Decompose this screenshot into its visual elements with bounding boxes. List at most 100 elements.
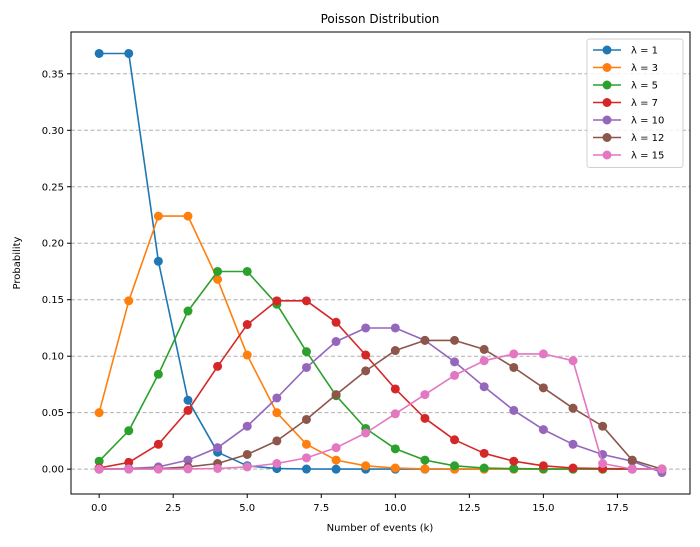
- legend-marker: [602, 80, 612, 90]
- x-tick-label: 10.0: [384, 503, 406, 514]
- data-point: [331, 390, 341, 400]
- data-point: [509, 362, 519, 372]
- data-point: [450, 461, 460, 471]
- y-tick-label: 0.25: [42, 182, 64, 193]
- data-point: [361, 366, 371, 376]
- data-point: [153, 464, 163, 474]
- y-tick-label: 0.15: [42, 295, 64, 306]
- data-point: [124, 48, 134, 58]
- y-axis-label: Probability: [12, 236, 23, 289]
- legend-entry: λ = 5: [593, 80, 658, 92]
- data-point: [361, 428, 371, 438]
- data-point: [361, 323, 371, 333]
- data-point: [183, 455, 193, 465]
- data-point: [361, 350, 371, 360]
- data-point: [479, 356, 489, 366]
- data-point: [242, 462, 252, 472]
- data-point: [420, 455, 430, 465]
- x-tick-label: 2.5: [165, 503, 181, 514]
- legend-marker: [602, 115, 612, 125]
- x-axis-label: Number of events (k): [327, 523, 434, 534]
- data-point: [390, 463, 400, 473]
- legend-box: [586, 38, 684, 168]
- data-point: [390, 323, 400, 333]
- data-point: [124, 296, 134, 306]
- data-point: [94, 456, 104, 466]
- plot-frame: [70, 31, 691, 495]
- legend-label: λ = 12: [631, 133, 664, 144]
- data-point: [627, 464, 637, 474]
- legend-marker: [602, 133, 612, 142]
- data-point: [479, 382, 489, 392]
- legend-label: λ = 3: [631, 63, 658, 74]
- data-point: [568, 439, 578, 449]
- x-tick-label: 0.0: [91, 503, 107, 514]
- y-axis-ticks: 0.00 0.05 0.10 0.15 0.20 0.25 0.30 0.35: [42, 69, 71, 476]
- data-point: [301, 464, 311, 474]
- data-point: [124, 457, 134, 467]
- data-point: [213, 443, 223, 453]
- data-point: [301, 414, 311, 424]
- legend-label: λ = 7: [631, 98, 658, 109]
- data-point: [331, 337, 341, 347]
- data-point: [272, 408, 282, 418]
- data-point: [568, 356, 578, 366]
- y-tick-label: 0.20: [42, 239, 64, 250]
- series-line: [99, 353, 662, 470]
- data-point: [183, 405, 193, 415]
- legend-entry: λ = 15: [593, 150, 664, 162]
- data-point: [213, 463, 223, 473]
- data-point: [390, 384, 400, 394]
- data-point: [94, 408, 104, 418]
- data-point: [301, 347, 311, 357]
- data-point: [390, 346, 400, 356]
- data-point: [183, 464, 193, 474]
- y-tick-label: 0.00: [42, 465, 64, 476]
- data-point: [509, 349, 519, 359]
- data-point: [420, 413, 430, 423]
- data-point: [183, 211, 193, 221]
- data-point: [124, 426, 134, 436]
- legend-label: λ = 5: [631, 81, 658, 92]
- data-point: [361, 461, 371, 471]
- legend-label: λ = 15: [631, 151, 664, 162]
- legend-entry: λ = 12: [593, 133, 664, 144]
- legend-entry: λ = 7: [593, 98, 658, 109]
- data-point: [272, 459, 282, 469]
- data-point: [242, 350, 252, 360]
- data-point: [331, 443, 341, 453]
- series-line: [99, 327, 663, 474]
- data-point: [301, 362, 311, 372]
- chart-title: Poisson Distribution: [321, 12, 440, 26]
- data-point: [538, 425, 548, 435]
- data-point: [420, 390, 430, 400]
- data-point: [479, 463, 489, 473]
- x-tick-label: 5.0: [239, 503, 255, 514]
- series-line: [98, 270, 662, 470]
- data-point: [598, 459, 608, 469]
- x-tick-label: 15.0: [532, 503, 554, 514]
- data-point: [538, 461, 548, 471]
- data-point: [509, 405, 519, 415]
- data-point: [94, 464, 104, 474]
- legend-marker: [602, 150, 612, 160]
- series-6: [94, 349, 667, 474]
- series-line: [99, 339, 663, 470]
- data-point: [272, 436, 282, 446]
- data-point: [509, 464, 519, 474]
- legend-entry: λ = 3: [593, 63, 658, 74]
- data-point: [242, 449, 252, 459]
- data-point: [153, 369, 163, 379]
- data-point: [420, 464, 430, 474]
- series-group: [94, 48, 667, 478]
- legend: λ = 1 λ = 3 λ = 5 λ = 7 λ = 10 λ = 12 λ = 15: [586, 38, 684, 168]
- data-point: [538, 383, 548, 393]
- y-tick-label: 0.05: [42, 408, 64, 419]
- data-point: [213, 274, 223, 284]
- data-point: [450, 435, 460, 445]
- legend-label: λ = 1: [631, 46, 658, 57]
- data-point: [538, 349, 548, 359]
- data-point: [568, 403, 578, 413]
- y-tick-label: 0.35: [42, 69, 64, 80]
